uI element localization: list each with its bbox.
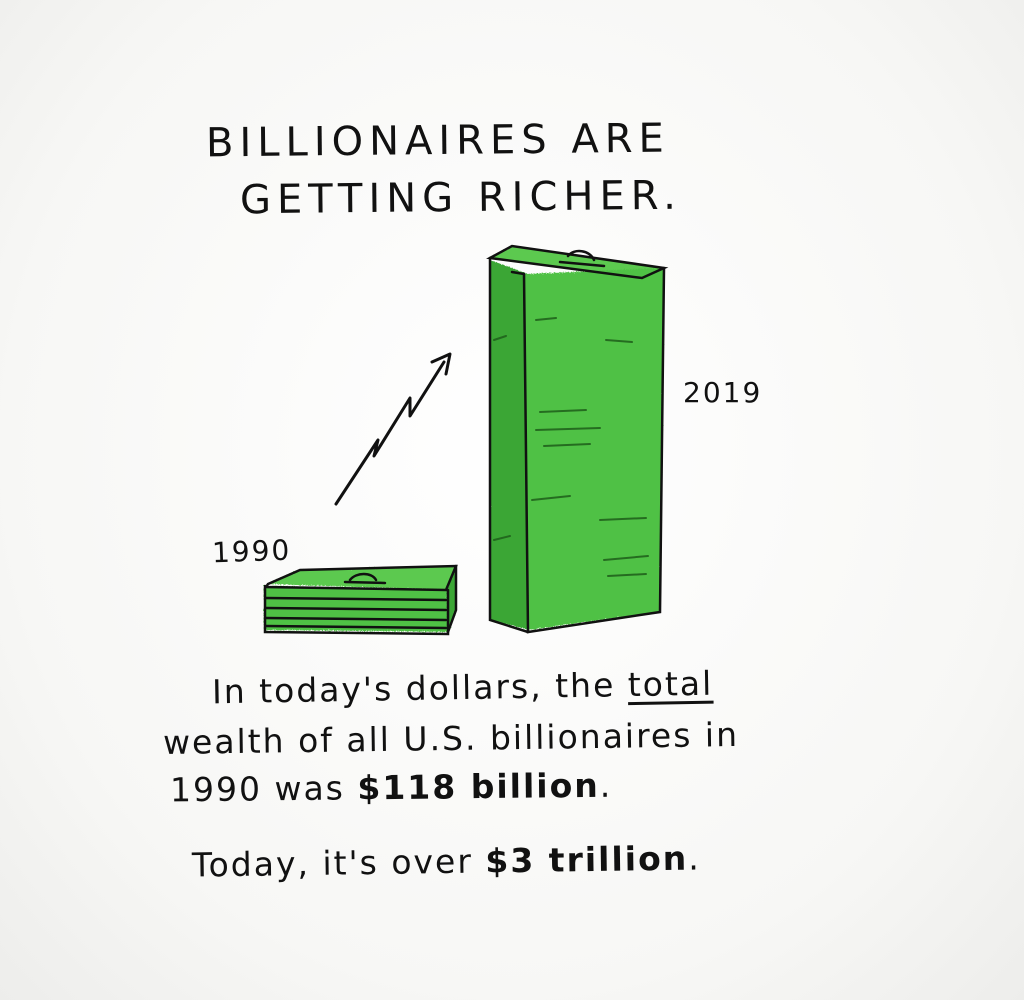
rising-arrow-icon <box>334 352 452 506</box>
page-title-line-2: GETTING RICHER. <box>239 172 683 224</box>
year-label-2019: 2019 <box>683 376 763 409</box>
caption-amount-today: $3 trillion <box>485 838 689 881</box>
year-label-1990: 1990 <box>211 533 292 570</box>
money-stack-1990-icon <box>263 564 458 636</box>
caption-text: Today, it's over <box>191 841 486 885</box>
caption-amount-1990: $118 billion <box>357 765 600 808</box>
money-stack-2019-icon <box>486 244 669 634</box>
caption-emphasis-total: total <box>627 663 714 705</box>
caption-period: . <box>687 838 701 878</box>
caption-line-3: 1990 was $118 billion. <box>170 766 613 810</box>
caption-text: In today's dollars, the <box>211 665 629 712</box>
caption-period: . <box>599 765 613 805</box>
caption-text: 1990 was <box>169 768 358 810</box>
caption-line-2: wealth of all U.S. billionaires in <box>162 714 740 763</box>
page-title-line-1: BILLIONAIRES ARE <box>205 115 671 167</box>
caption-line-4: Today, it's over $3 trillion. <box>192 838 701 884</box>
